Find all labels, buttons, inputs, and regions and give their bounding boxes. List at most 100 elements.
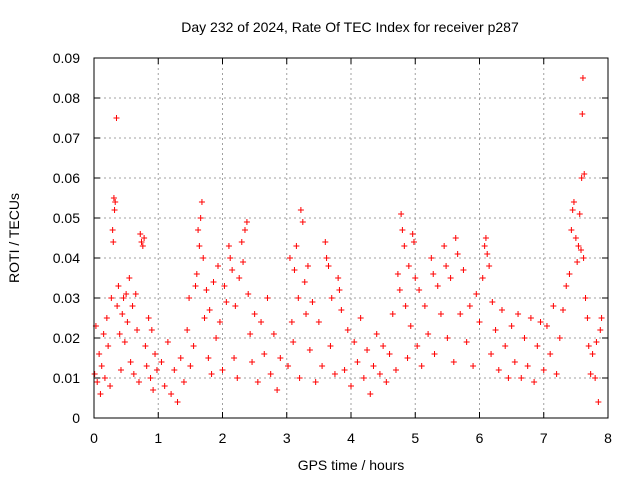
data-point [486, 263, 493, 269]
data-point [114, 303, 121, 309]
data-point [135, 379, 142, 385]
data-point [431, 351, 438, 357]
data-point [383, 379, 390, 385]
data-point [354, 359, 361, 365]
data-point [304, 263, 311, 269]
data-point [570, 199, 577, 205]
data-point [190, 343, 197, 349]
data-point [197, 215, 204, 221]
data-point [584, 315, 591, 321]
data-point [103, 315, 110, 321]
data-point [116, 331, 123, 337]
data-point [216, 319, 223, 325]
x-tick-label: 3 [283, 430, 291, 446]
data-point [297, 207, 304, 213]
data-point [511, 359, 518, 365]
data-point [254, 379, 261, 385]
data-point [121, 339, 128, 345]
data-point [492, 327, 499, 333]
data-point [579, 111, 586, 117]
data-point [580, 255, 587, 261]
ticks-layer: 0 1 2 3 4 5 6 7 8 0 0.01 0.02 0.03 0.04 0.05 0.06 0.07 0.… [53, 50, 612, 446]
data-point [589, 351, 596, 357]
data-point [425, 331, 432, 337]
data-point [437, 311, 444, 317]
y-tick-label: 0.07 [53, 130, 80, 146]
y-axis-label: ROTI / TECUs [6, 193, 22, 283]
data-point [110, 195, 117, 201]
data-point [412, 275, 419, 281]
data-point [398, 211, 405, 217]
data-point [521, 335, 528, 341]
y-tick-label: 0.09 [53, 50, 80, 66]
data-point [111, 207, 118, 213]
data-point [527, 315, 534, 321]
data-point [193, 271, 200, 277]
data-point [119, 311, 126, 317]
data-point [579, 75, 586, 81]
data-point [258, 319, 265, 325]
data-point [153, 367, 160, 373]
data-point [574, 259, 581, 265]
x-tick-label: 0 [90, 430, 98, 446]
data-point [376, 371, 383, 377]
data-point [225, 243, 232, 249]
data-point [205, 355, 212, 361]
data-point [299, 219, 306, 225]
data-point [595, 399, 602, 405]
data-point [180, 379, 187, 385]
data-point [364, 347, 371, 353]
data-point [331, 371, 338, 377]
data-point [164, 339, 171, 345]
data-point [132, 291, 139, 297]
data-point [98, 363, 105, 369]
data-point [274, 387, 281, 393]
data-point [457, 311, 464, 317]
data-point [319, 363, 326, 369]
data-point [518, 375, 525, 381]
x-tick-label: 6 [476, 430, 484, 446]
data-point [418, 363, 425, 369]
data-point [192, 283, 199, 289]
data-point [201, 315, 208, 321]
data-point [473, 291, 480, 297]
y-tick-label: 0.04 [53, 250, 80, 266]
data-point [203, 287, 210, 293]
data-point [187, 363, 194, 369]
data-point [240, 259, 247, 265]
data-point [315, 319, 322, 325]
data-point [101, 375, 108, 381]
data-point [161, 383, 168, 389]
data-point [360, 375, 367, 381]
data-point [142, 343, 149, 349]
data-point [295, 295, 302, 301]
data-point [108, 295, 115, 301]
data-point [229, 267, 236, 273]
data-point [238, 239, 245, 245]
data-point [150, 387, 157, 393]
data-point [296, 375, 303, 381]
data-point [568, 227, 575, 233]
data-point [380, 343, 387, 349]
data-point [553, 371, 560, 377]
data-point [392, 367, 399, 373]
data-point [534, 343, 541, 349]
data-point [556, 335, 563, 341]
data-point [582, 295, 589, 301]
data-point [447, 275, 454, 281]
data-point [109, 227, 116, 233]
data-point [386, 351, 393, 357]
data-point [290, 339, 297, 345]
data-point [407, 323, 414, 329]
y-tick-label: 0.06 [53, 170, 80, 186]
data-point [286, 255, 293, 261]
data-point [502, 343, 509, 349]
data-point [215, 263, 222, 269]
data-point [454, 251, 461, 257]
data-point [270, 331, 277, 337]
x-tick-label: 1 [154, 430, 162, 446]
data-point [145, 315, 152, 321]
data-point [540, 367, 547, 373]
data-point [444, 335, 451, 341]
